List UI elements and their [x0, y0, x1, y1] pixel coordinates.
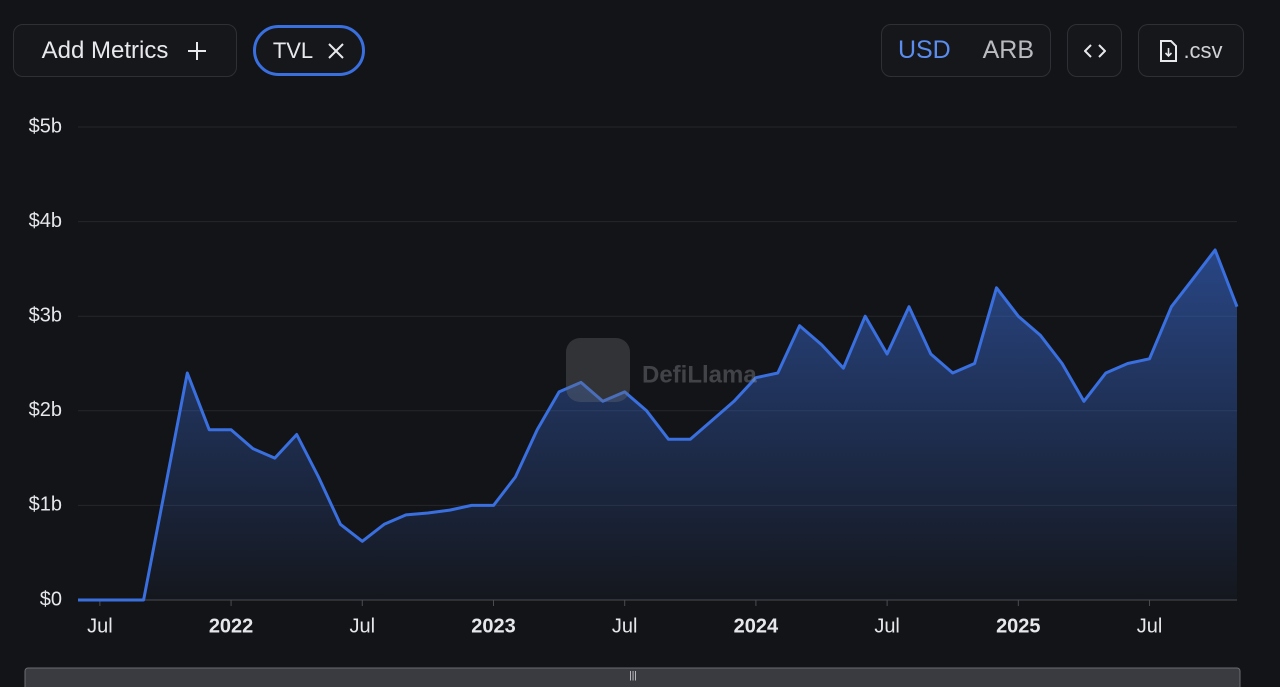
csv-button[interactable]: .csv — [1138, 24, 1244, 77]
currency-option[interactable]: ARB — [982, 36, 1035, 64]
y-tick-label: $1b — [29, 494, 62, 516]
close-icon — [328, 42, 344, 59]
metric-label: TVL — [272, 37, 314, 63]
watermark-text: DefiLlama — [642, 361, 757, 388]
code-icon — [1083, 43, 1106, 58]
x-tick-label: Jul — [612, 615, 638, 637]
x-tick-label: 2025 — [996, 615, 1041, 637]
y-tick-label: $4b — [29, 210, 62, 232]
slider-handle[interactable]: ||| — [629, 671, 637, 682]
y-tick-label: $5b — [29, 115, 62, 137]
plus-icon — [188, 41, 207, 60]
x-tick-label: Jul — [1137, 615, 1163, 637]
x-tick-label: 2022 — [209, 615, 254, 637]
add-metrics-button[interactable]: Add Metrics — [13, 24, 237, 77]
x-tick-label: Jul — [87, 615, 113, 637]
metric-chip[interactable]: TVL — [253, 25, 365, 76]
embed-button[interactable] — [1067, 24, 1122, 77]
y-tick-label: $0 — [40, 588, 62, 610]
csv-label: .csv — [1183, 37, 1223, 63]
file-icon — [1160, 39, 1178, 62]
currency-toggle: USD ARB — [881, 24, 1051, 77]
x-tick-label: Jul — [874, 615, 900, 637]
x-tick-label: Jul — [349, 615, 375, 637]
currency-option[interactable]: USD — [897, 36, 951, 64]
x-tick-label: 2023 — [471, 615, 516, 637]
y-tick-label: $2b — [29, 399, 62, 421]
x-tick-label: 2024 — [734, 615, 779, 637]
range-slider[interactable] — [24, 667, 1241, 687]
tvl-line — [78, 248, 1239, 602]
y-tick-label: $3b — [29, 304, 62, 326]
watermark: DefiLlama — [566, 338, 757, 402]
add-metrics-label: Add Metrics — [41, 36, 169, 64]
